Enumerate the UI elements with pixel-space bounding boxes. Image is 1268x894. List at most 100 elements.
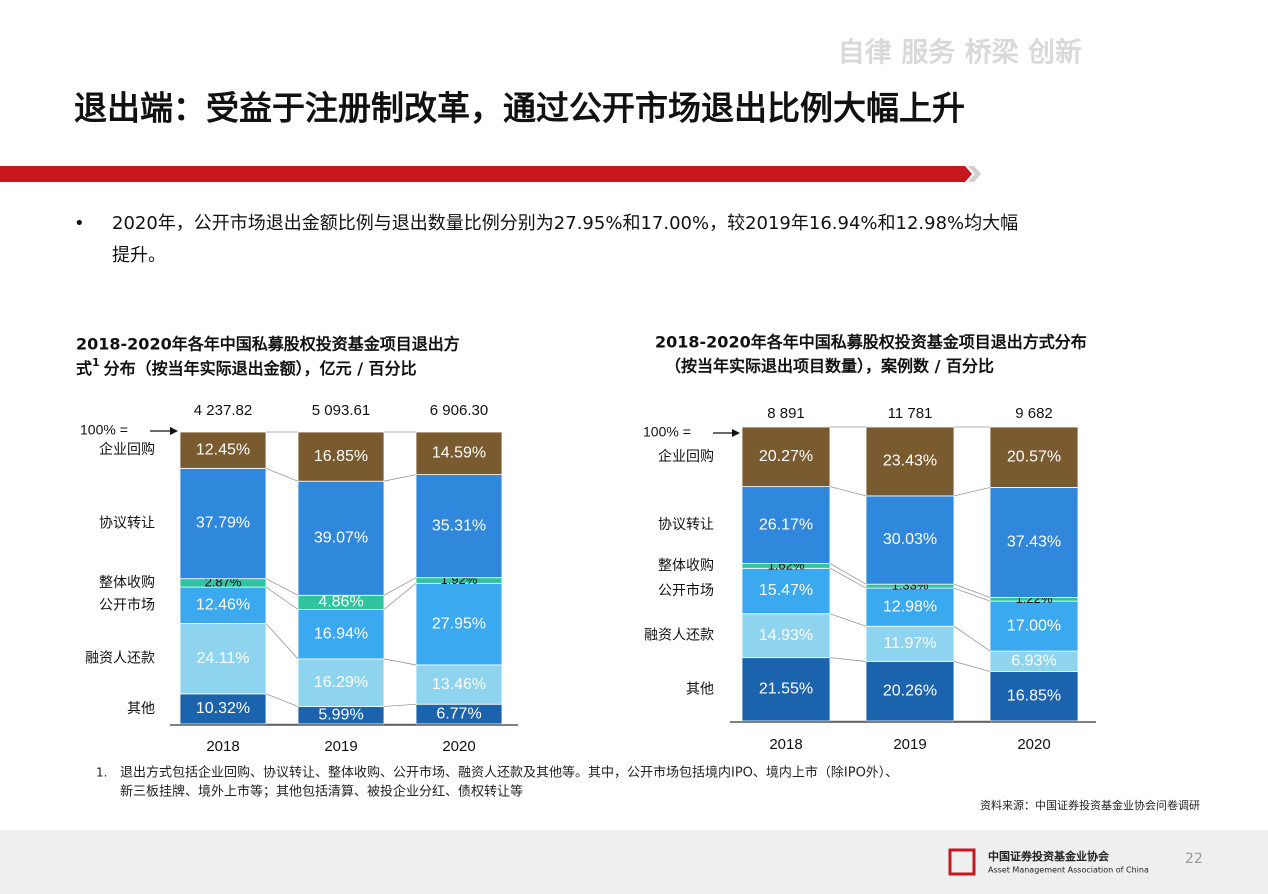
bullet-dot: • — [74, 213, 85, 234]
legend-label: 融资人还款 — [644, 628, 714, 644]
footnote-mark: 1. — [96, 766, 107, 780]
value-label: 27.95% — [432, 615, 486, 632]
connector — [953, 587, 991, 602]
value-label: 20.26% — [883, 682, 937, 699]
caption-arrowhead — [732, 429, 740, 437]
connector — [829, 486, 867, 497]
bar-segment — [415, 431, 503, 476]
bar-segment — [989, 426, 1079, 488]
connector — [265, 578, 299, 596]
bar-segment — [865, 495, 955, 585]
x-tick-label: 2018 — [769, 736, 802, 753]
connector — [953, 583, 991, 598]
value-label: 21.55% — [759, 681, 813, 698]
legend-label: 公开市场 — [99, 596, 155, 613]
connector — [383, 577, 417, 596]
value-label: 16.85% — [1007, 687, 1061, 704]
value-label: 5.99% — [318, 706, 363, 723]
value-label: 16.29% — [314, 674, 368, 691]
connector — [953, 487, 991, 497]
legend-label: 协议转让 — [99, 516, 155, 532]
title-rule-arrow — [968, 166, 981, 182]
bar-segment — [179, 467, 267, 580]
caption-arrowhead — [170, 427, 178, 435]
bar-segment — [741, 613, 831, 659]
slide-title: 退出端：受益于注册制改革，通过公开市场退出比例大幅上升 — [74, 89, 965, 128]
value-label: 35.31% — [432, 517, 486, 534]
value-label: 14.93% — [759, 627, 813, 644]
bar-segment — [179, 586, 267, 624]
legend-label: 整体收购 — [658, 558, 714, 574]
legend-label: 其他 — [686, 681, 714, 697]
bar-segment — [415, 474, 503, 579]
bar-segment — [865, 625, 955, 662]
connector — [265, 693, 299, 707]
x-tick-label: 2020 — [1017, 736, 1050, 753]
x-tick-label: 2020 — [442, 738, 475, 755]
connector — [383, 658, 417, 666]
x-tick-label: 2018 — [206, 738, 239, 755]
value-label: 26.17% — [759, 516, 813, 533]
value-label: 24.11% — [196, 650, 249, 667]
bar-segment — [415, 664, 503, 705]
connector — [383, 703, 417, 707]
legend-label: 企业回购 — [99, 441, 155, 458]
footnote-text: 新三板挂牌、境外上市等；其他包括清算、被投企业分红、债权转让等 — [120, 784, 523, 800]
connector — [383, 583, 417, 610]
connector — [383, 474, 417, 482]
legend-label: 公开市场 — [658, 582, 714, 599]
total-caption: 100% = — [643, 424, 691, 440]
connector — [829, 563, 867, 585]
value-label: 39.07% — [314, 529, 368, 546]
value-label: 37.43% — [1007, 534, 1061, 551]
connector — [265, 623, 299, 660]
title-rule — [0, 166, 972, 182]
bullet-text: 2020年，公开市场退出金额比例与退出数量比例分别为27.95%和17.00%，… — [112, 213, 1018, 234]
value-label: 16.85% — [314, 448, 368, 465]
bar-segment — [989, 487, 1079, 598]
value-label: 12.45% — [196, 441, 250, 458]
bar-segment — [741, 657, 831, 722]
bullet-text: 提升。 — [112, 245, 166, 266]
title-part: 分布（按当年实际退出金额），亿元 / 百分比 — [104, 359, 417, 378]
chart-title-line: 式1 分布（按当年实际退出金额），亿元 / 百分比 — [76, 356, 417, 378]
value-label: 20.27% — [759, 448, 813, 465]
value-label: 17.00% — [1007, 617, 1061, 634]
total-label: 4 237.82 — [194, 402, 252, 419]
value-label: 12.98% — [883, 598, 937, 615]
x-tick-label: 2019 — [893, 736, 926, 753]
bar-segment — [297, 431, 385, 482]
bar-segment — [179, 693, 267, 725]
bar-segment — [297, 609, 385, 660]
x-tick-label: 2019 — [324, 738, 357, 755]
value-label: 6.77% — [436, 705, 481, 722]
total-label: 5 093.61 — [312, 402, 370, 419]
bar-segment — [989, 600, 1079, 652]
slogan: 自律 服务 桥梁 创新 — [838, 37, 1082, 69]
legend-label: 其他 — [127, 701, 155, 717]
bar-segment — [865, 426, 955, 497]
bar-segment — [865, 661, 955, 722]
connector — [953, 625, 991, 652]
bar-segment — [297, 480, 385, 596]
total-label: 8 891 — [767, 405, 805, 422]
value-label: 30.03% — [883, 531, 937, 548]
bar-segment — [415, 582, 503, 666]
value-label: 16.94% — [314, 625, 368, 642]
bar-segment — [741, 567, 831, 615]
total-label: 11 781 — [888, 405, 933, 422]
bar-segment — [741, 426, 831, 487]
value-label: 4.86% — [318, 594, 363, 611]
chart-title-line: （按当年实际退出项目数量），案例数 / 百分比 — [665, 357, 994, 376]
value-label: 10.32% — [196, 700, 250, 717]
bar-segment — [297, 658, 385, 707]
total-caption: 100% = — [80, 422, 128, 438]
chart-title-line: 2018-2020年各年中国私募股权投资基金项目退出方式分布 — [655, 333, 1087, 352]
legend-label: 融资人还款 — [85, 651, 155, 667]
bar-segment — [179, 431, 267, 469]
logo — [948, 848, 976, 876]
connector — [829, 567, 867, 589]
value-label: 6.93% — [1011, 652, 1056, 669]
legend-label: 企业回购 — [658, 448, 714, 465]
